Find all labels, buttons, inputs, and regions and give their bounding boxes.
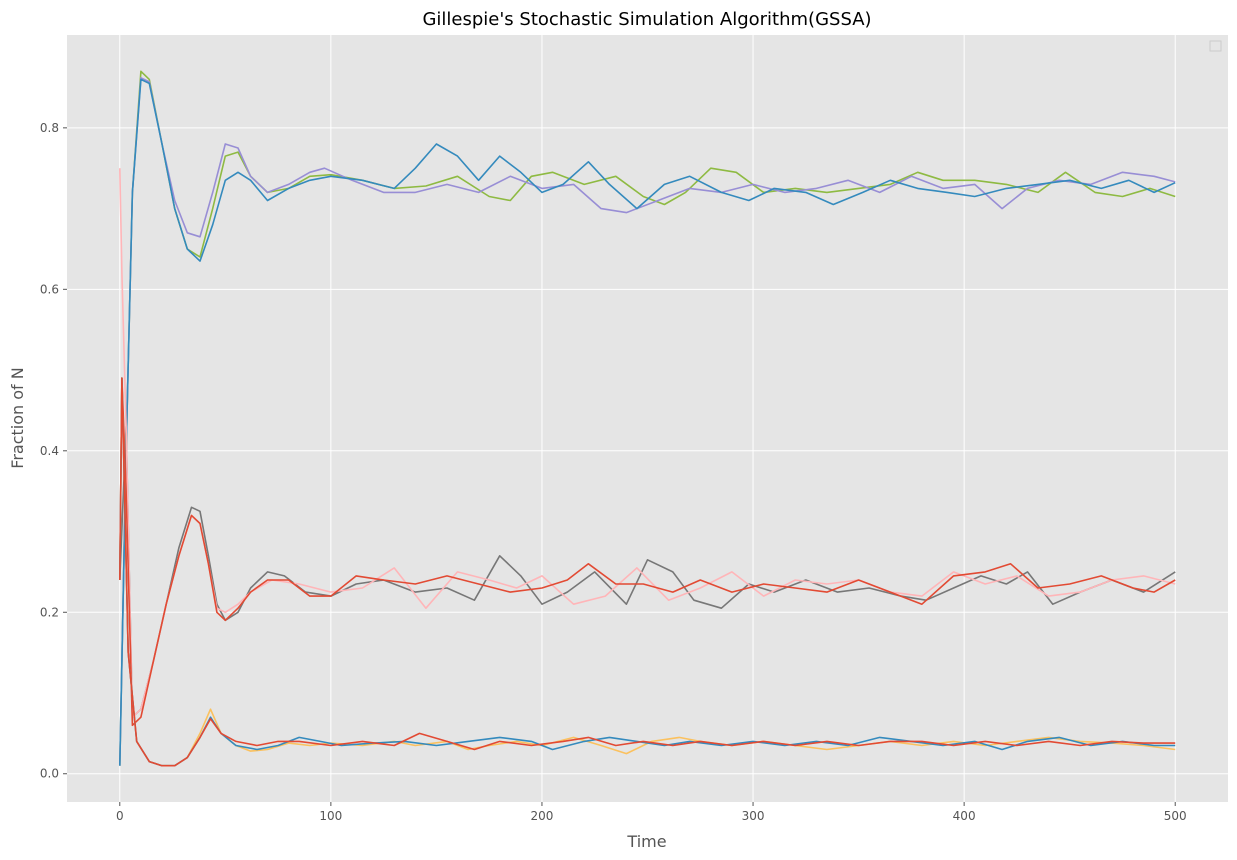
plot-background (67, 35, 1228, 802)
x-axis-label: Time (626, 832, 666, 851)
y-axis-label: Fraction of N (8, 367, 27, 468)
chart-title: Gillespie's Stochastic Simulation Algori… (422, 9, 871, 30)
series-line-9 (119, 377, 1176, 767)
x-axis-ticks: 0 100 200 300 400 500 (116, 802, 1187, 823)
y-axis-ticks: 0.0 0.2 0.4 0.6 0.8 (40, 121, 67, 781)
x-tick-label: 0 (116, 809, 124, 823)
x-tick-label: 100 (319, 809, 342, 823)
grid (67, 35, 1228, 802)
y-tick-label: 0.6 (40, 282, 59, 296)
legend-box (1209, 40, 1222, 52)
series-lines (119, 70, 1176, 767)
x-tick-label: 200 (531, 809, 554, 823)
series-line-2 (119, 77, 1176, 766)
y-tick-label: 0.8 (40, 121, 59, 135)
x-tick-label: 300 (742, 809, 765, 823)
x-tick-label: 400 (953, 809, 976, 823)
y-tick-label: 0.4 (40, 444, 59, 458)
x-tick-label: 500 (1164, 809, 1187, 823)
series-line-1 (119, 70, 1176, 766)
series-line-4 (119, 425, 1176, 718)
series-line-6 (119, 377, 1176, 727)
y-tick-label: 0.2 (40, 605, 59, 619)
series-line-3 (119, 78, 1176, 766)
y-tick-label: 0.0 (40, 767, 59, 781)
